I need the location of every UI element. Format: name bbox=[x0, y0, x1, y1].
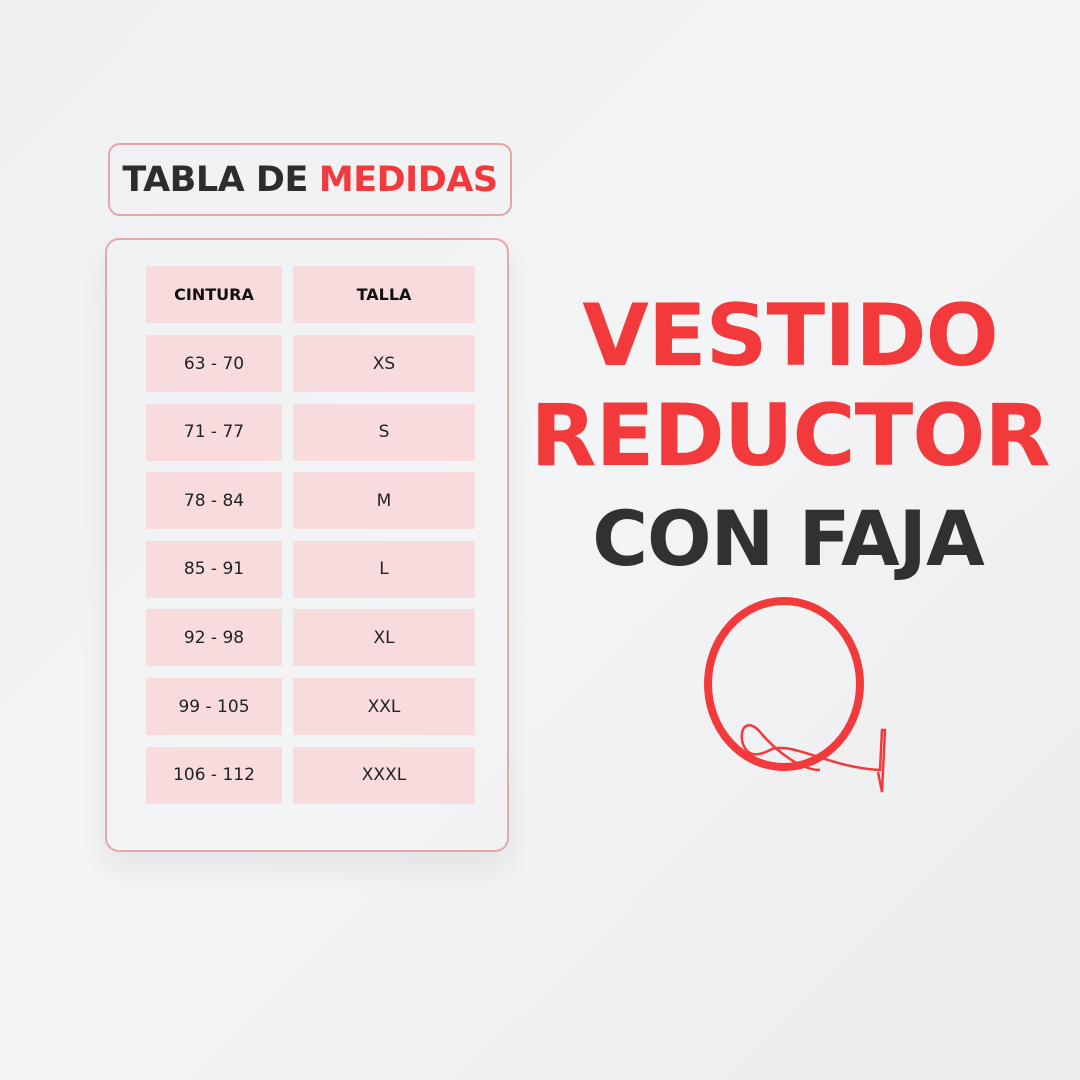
brand-logo-q bbox=[704, 597, 887, 793]
header-cintura: CINTURA bbox=[146, 266, 282, 323]
talla-cell: L bbox=[293, 540, 475, 598]
cintura-cell: 78 - 84 bbox=[146, 472, 282, 530]
cintura-cell: 106 - 112 bbox=[146, 746, 282, 804]
product-title-line-3: CON FAJA bbox=[592, 494, 985, 583]
talla-cell: M bbox=[293, 472, 475, 530]
product-title-line-2: REDUCTOR bbox=[530, 386, 1050, 486]
title-part-1: TABLA DE bbox=[122, 159, 308, 200]
header-talla: TALLA bbox=[293, 266, 475, 323]
talla-cell: XS bbox=[293, 335, 475, 392]
size-table-container bbox=[105, 238, 509, 852]
cintura-cell: 63 - 70 bbox=[146, 335, 282, 392]
cintura-cell: 85 - 91 bbox=[146, 540, 282, 598]
talla-cell: XL bbox=[293, 609, 475, 667]
talla-cell: XXL bbox=[293, 678, 475, 735]
cintura-cell: 92 - 98 bbox=[146, 609, 282, 667]
product-title-line-1: VESTIDO bbox=[582, 286, 998, 386]
talla-cell: S bbox=[293, 403, 475, 461]
cintura-cell: 71 - 77 bbox=[146, 403, 282, 461]
size-chart-title: TABLA DE MEDIDAS bbox=[108, 143, 512, 216]
talla-cell: XXXL bbox=[293, 746, 475, 804]
cintura-cell: 99 - 105 bbox=[146, 678, 282, 735]
title-part-2: MEDIDAS bbox=[318, 159, 498, 200]
